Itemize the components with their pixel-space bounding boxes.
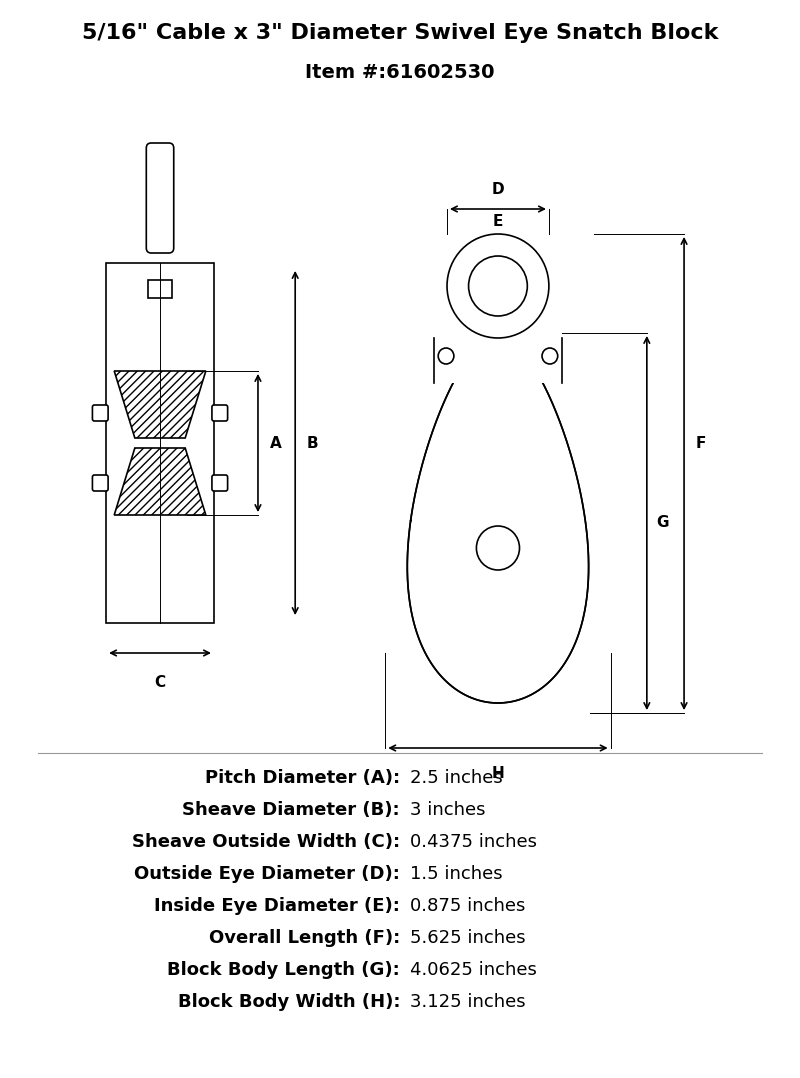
Text: 5/16" Cable x 3" Diameter Swivel Eye Snatch Block: 5/16" Cable x 3" Diameter Swivel Eye Sna… bbox=[82, 23, 718, 43]
Text: 2.5 inches: 2.5 inches bbox=[410, 769, 502, 787]
Text: Sheave Diameter (B):: Sheave Diameter (B): bbox=[182, 801, 400, 819]
Polygon shape bbox=[114, 371, 206, 438]
Text: 3.125 inches: 3.125 inches bbox=[410, 993, 526, 1011]
Text: H: H bbox=[491, 766, 504, 780]
Text: Inside Eye Diameter (E):: Inside Eye Diameter (E): bbox=[154, 897, 400, 915]
Text: 4.0625 inches: 4.0625 inches bbox=[410, 960, 537, 979]
Text: Outside Eye Diameter (D):: Outside Eye Diameter (D): bbox=[134, 865, 400, 883]
FancyBboxPatch shape bbox=[93, 405, 108, 421]
FancyBboxPatch shape bbox=[212, 405, 228, 421]
Text: G: G bbox=[657, 515, 669, 530]
Text: 0.4375 inches: 0.4375 inches bbox=[410, 833, 537, 851]
Polygon shape bbox=[434, 338, 562, 383]
Text: C: C bbox=[154, 675, 166, 690]
Text: Pitch Diameter (A):: Pitch Diameter (A): bbox=[205, 769, 400, 787]
Text: D: D bbox=[492, 182, 504, 197]
Bar bbox=[148, 280, 172, 298]
Text: 3 inches: 3 inches bbox=[410, 801, 486, 819]
Polygon shape bbox=[407, 338, 589, 703]
Text: F: F bbox=[696, 436, 706, 451]
Circle shape bbox=[447, 234, 549, 338]
Polygon shape bbox=[114, 448, 206, 515]
Text: 1.5 inches: 1.5 inches bbox=[410, 865, 502, 883]
Text: E: E bbox=[493, 215, 503, 229]
Text: A: A bbox=[270, 436, 282, 451]
Circle shape bbox=[542, 348, 558, 364]
Text: 5.625 inches: 5.625 inches bbox=[410, 929, 526, 946]
Circle shape bbox=[469, 255, 527, 316]
FancyBboxPatch shape bbox=[146, 143, 174, 253]
Circle shape bbox=[438, 348, 454, 364]
Text: Block Body Length (G):: Block Body Length (G): bbox=[167, 960, 400, 979]
Text: Item #:61602530: Item #:61602530 bbox=[306, 64, 494, 83]
Bar bbox=[106, 263, 214, 623]
Text: B: B bbox=[307, 436, 318, 451]
Text: Overall Length (F):: Overall Length (F): bbox=[209, 929, 400, 946]
Text: 0.875 inches: 0.875 inches bbox=[410, 897, 525, 915]
Circle shape bbox=[477, 526, 519, 570]
FancyBboxPatch shape bbox=[93, 475, 108, 490]
Text: Sheave Outside Width (C):: Sheave Outside Width (C): bbox=[132, 833, 400, 851]
Text: Block Body Width (H):: Block Body Width (H): bbox=[178, 993, 400, 1011]
FancyBboxPatch shape bbox=[212, 475, 228, 490]
